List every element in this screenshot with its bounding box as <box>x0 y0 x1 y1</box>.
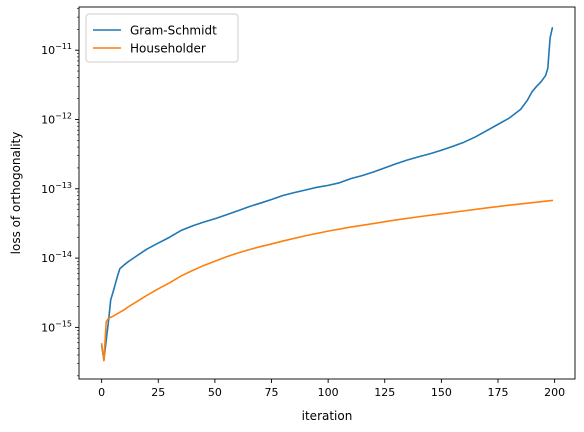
y-tick-label: 10−11 <box>41 42 72 57</box>
axes-frame <box>78 6 576 380</box>
x-tick-label: 150 <box>431 386 452 399</box>
legend-box <box>85 13 239 63</box>
y-tick-label: 10−13 <box>41 181 72 196</box>
x-axis-ticks: 0 25 50 75 100 125 150 175 200 <box>98 379 565 399</box>
y-tick-label: 10−15 <box>41 319 72 334</box>
x-axis-label: iteration <box>302 409 353 423</box>
x-tick-label: 100 <box>318 386 339 399</box>
y-tick-label: 10−14 <box>41 250 72 265</box>
x-tick-label: 200 <box>544 386 565 399</box>
series-line-householder <box>100 199 554 362</box>
x-tick-label: 75 <box>265 386 279 399</box>
legend-label-householder: Householder <box>130 42 206 56</box>
plot-area <box>78 6 576 380</box>
legend: Gram-Schmidt Householder <box>85 13 239 63</box>
y-tick-label: 10−12 <box>41 111 72 126</box>
x-tick-label: 0 <box>98 386 105 399</box>
y-axis-label: loss of orthogonality <box>9 132 23 255</box>
x-tick-label: 50 <box>208 386 222 399</box>
y-axis-ticks: 10−15 10−14 10−13 10−12 10−11 <box>41 8 79 377</box>
legend-label-gram-schmidt: Gram-Schmidt <box>130 24 217 38</box>
x-tick-label: 125 <box>374 386 395 399</box>
x-tick-label: 25 <box>151 386 165 399</box>
x-tick-label: 175 <box>487 386 508 399</box>
series-line-gram-schmidt <box>100 27 554 361</box>
series-layer <box>100 27 554 362</box>
